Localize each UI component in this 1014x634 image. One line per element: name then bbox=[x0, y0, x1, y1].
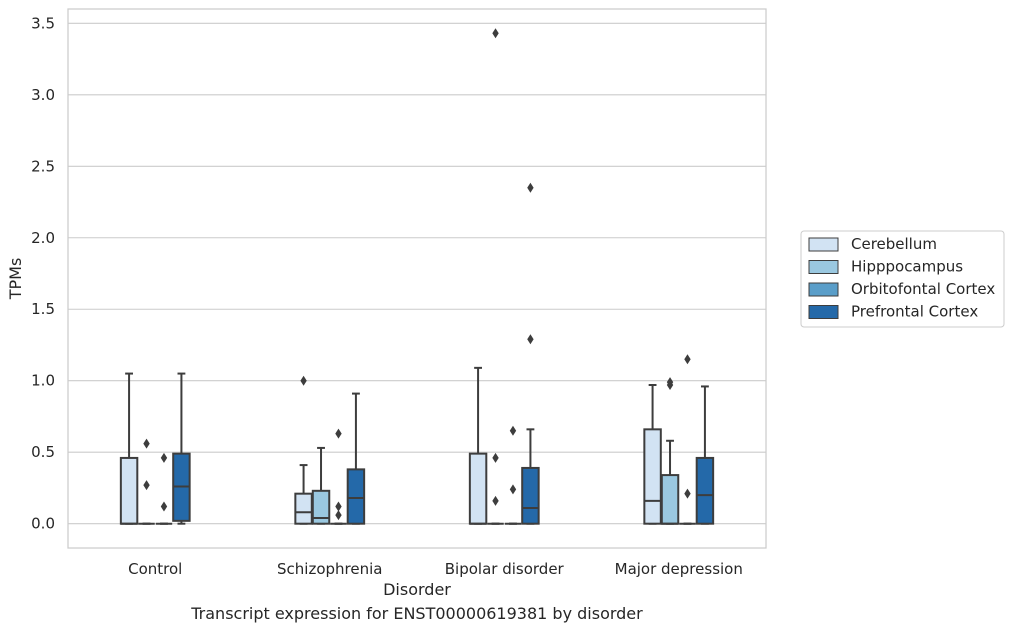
y-tick-label: 0.0 bbox=[31, 515, 55, 533]
x-axis-label: Disorder bbox=[383, 580, 451, 599]
outlier-point bbox=[300, 375, 307, 386]
outlier-point bbox=[492, 28, 499, 39]
outlier-point bbox=[527, 334, 534, 345]
box-hipppocampus bbox=[138, 438, 155, 525]
y-tick-label: 1.0 bbox=[31, 372, 55, 390]
legend-label: Hipppocampus bbox=[851, 258, 963, 276]
outlier-point bbox=[335, 428, 342, 439]
box-cerebellum bbox=[294, 375, 313, 525]
legend-label: Orbitofontal Cortex bbox=[851, 280, 995, 298]
y-tick-label: 2.5 bbox=[31, 157, 55, 175]
box-prefrontal-cortex bbox=[172, 372, 191, 525]
legend: Cerebellum Hipppocampus Orbitofontal Corte… bbox=[800, 230, 1005, 328]
box-plot-marks bbox=[119, 28, 715, 525]
x-tick-label: Control bbox=[128, 560, 182, 578]
outlier-point bbox=[509, 484, 517, 495]
y-tick-label: 3.0 bbox=[31, 86, 55, 104]
box-cerebellum bbox=[643, 384, 662, 525]
legend-label: Cerebellum bbox=[851, 235, 937, 253]
outlier-point bbox=[684, 354, 691, 365]
outlier-point bbox=[666, 377, 674, 388]
box-orbitofontal-cortex bbox=[679, 354, 696, 525]
x-tick-label: Bipolar disorder bbox=[445, 560, 565, 578]
outlier-point bbox=[160, 452, 168, 463]
outlier-point bbox=[335, 501, 342, 512]
box-iqr bbox=[119, 456, 139, 525]
box-prefrontal-cortex bbox=[346, 392, 366, 525]
box-orbitofontal-cortex bbox=[330, 428, 347, 525]
box-orbitofontal-cortex bbox=[504, 425, 522, 525]
x-tick-labels: Control Schizophrenia Bipolar disorder Majo… bbox=[128, 560, 743, 578]
outlier-point bbox=[527, 182, 534, 193]
box-iqr bbox=[311, 489, 331, 525]
outlier-point bbox=[509, 425, 517, 436]
box-iqr bbox=[695, 456, 715, 525]
x-tick-label: Major depression bbox=[615, 560, 743, 578]
box-hipppocampus bbox=[311, 446, 331, 525]
outlier-point bbox=[684, 488, 691, 499]
y-tick-label: 3.5 bbox=[31, 14, 55, 32]
plot-frame bbox=[67, 8, 767, 549]
box-iqr bbox=[660, 474, 680, 525]
y-tick-label: 1.5 bbox=[31, 300, 55, 318]
legend-frame bbox=[800, 230, 1005, 328]
outlier-point bbox=[335, 510, 342, 521]
legend-swatch bbox=[808, 260, 839, 274]
legend-label: Prefrontal Cortex bbox=[851, 303, 978, 321]
legend-swatch bbox=[808, 305, 839, 319]
outlier-point bbox=[492, 452, 499, 463]
legend-swatch bbox=[808, 282, 839, 297]
box-cerebellum bbox=[468, 366, 488, 525]
y-tick-labels: 0.0 0.5 1.0 1.5 2.0 2.5 3.0 3.5 bbox=[31, 14, 55, 532]
outlier-point bbox=[143, 480, 150, 491]
gridlines bbox=[68, 22, 766, 525]
y-tick-label: 2.0 bbox=[31, 229, 55, 247]
box-prefrontal-cortex bbox=[521, 182, 540, 525]
outlier-point bbox=[492, 495, 499, 506]
box-hipppocampus bbox=[660, 377, 680, 525]
box-prefrontal-cortex bbox=[695, 385, 715, 525]
box-iqr bbox=[643, 428, 662, 525]
box-iqr bbox=[294, 492, 313, 525]
chart-caption: Transcript expression for ENST0000061938… bbox=[191, 604, 643, 623]
box-iqr bbox=[468, 452, 488, 525]
box-hipppocampus bbox=[487, 28, 504, 525]
box-cerebellum bbox=[119, 372, 139, 525]
legend-swatch bbox=[808, 237, 839, 252]
box-iqr bbox=[521, 466, 540, 525]
y-tick-label: 0.5 bbox=[31, 443, 55, 461]
outlier-point bbox=[143, 438, 150, 449]
outlier-point bbox=[160, 501, 168, 512]
y-axis-label: TPMs bbox=[6, 258, 25, 301]
x-tick-label: Schizophrenia bbox=[277, 560, 382, 578]
box-iqr bbox=[346, 468, 366, 525]
box-orbitofontal-cortex bbox=[155, 452, 173, 525]
